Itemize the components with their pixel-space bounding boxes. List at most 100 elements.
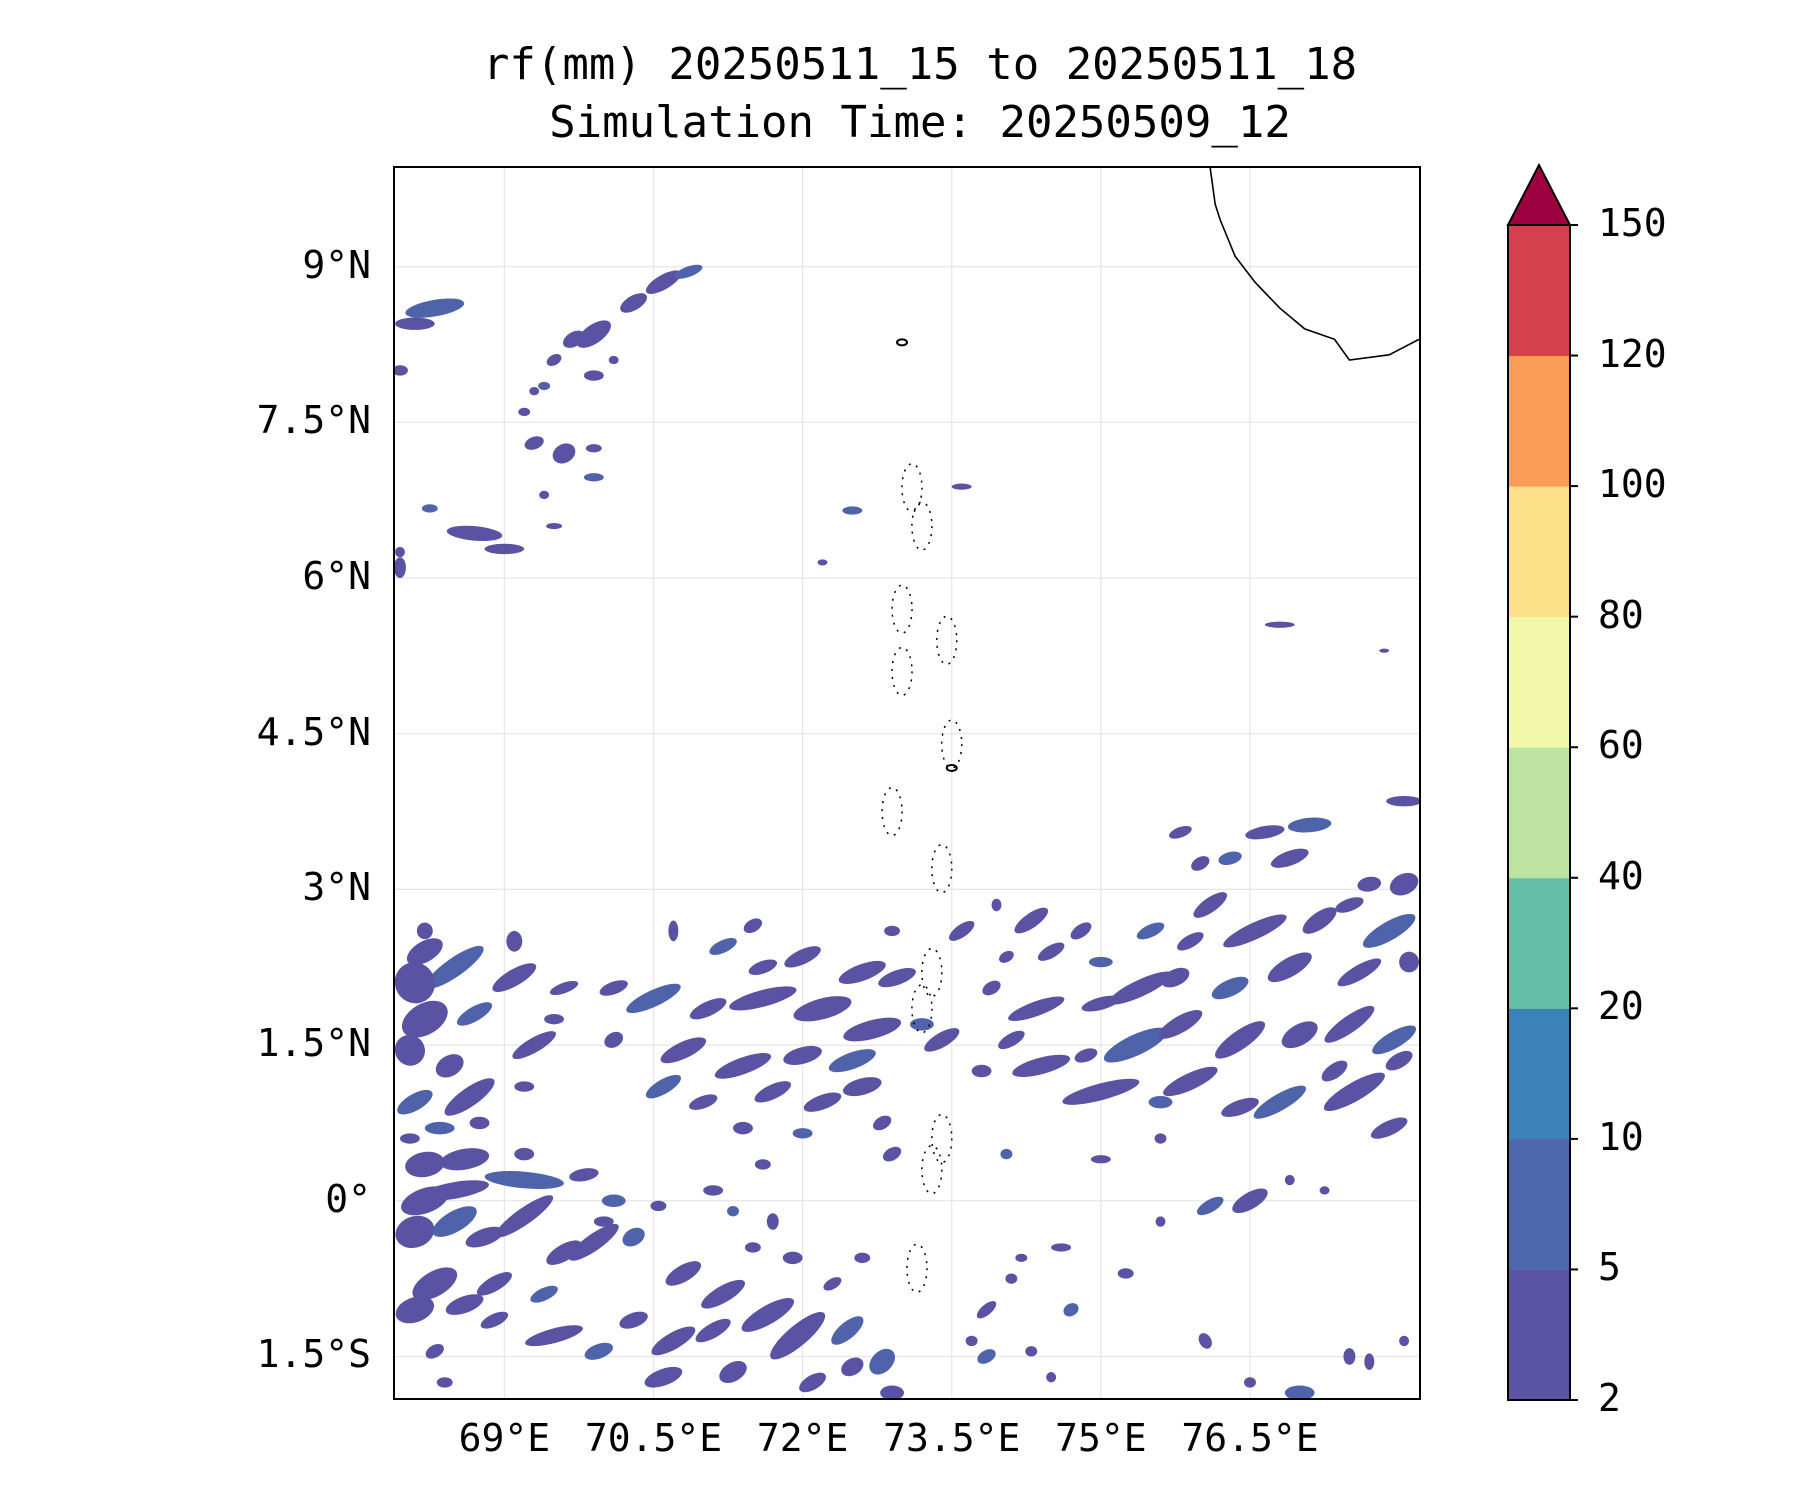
title-line-2: Simulation Time: 20250509_12 [549, 97, 1291, 148]
colorbar-segment [1508, 225, 1570, 357]
rainfall-patch [469, 1116, 490, 1130]
rainfall-patch [650, 1200, 667, 1212]
rainfall-patch [645, 1074, 682, 1099]
rainfall-patch [480, 1311, 509, 1329]
rainfall-patch [599, 980, 628, 996]
rainfall-patch [999, 950, 1014, 963]
rainfall-patch [395, 1215, 435, 1249]
map-title: rf(mm) 20250511_15 to 20250511_18 Simula… [0, 36, 1800, 152]
title-line-1: rf(mm) 20250511_15 to 20250511_18 [482, 39, 1358, 90]
rainfall-patch [1215, 1021, 1266, 1059]
rainfall-patch [982, 980, 1001, 996]
rainfall-patch [965, 1335, 978, 1347]
rainfall-patch [1324, 1005, 1375, 1043]
rainfall-patch [514, 1147, 535, 1161]
rainfall-patch [397, 1089, 433, 1115]
rainfall-patch [412, 1267, 458, 1301]
rainfall-patch [880, 1385, 905, 1398]
rainfall-patch [719, 1361, 747, 1384]
colorbar-tick-label: 10 [1598, 1114, 1644, 1159]
colorbar-segment [1508, 355, 1570, 487]
rainfall-patch [512, 1031, 557, 1060]
rainfall-patch [1372, 1025, 1417, 1055]
rainfall-patch [1284, 1174, 1295, 1186]
rainfall-patch [395, 546, 405, 558]
colorbar-tick-label: 150 [1598, 201, 1667, 245]
island-outline [896, 338, 909, 347]
rainfall-patch [562, 330, 585, 348]
atoll-outline [906, 1243, 928, 1294]
colorbar-tick-label: 20 [1598, 984, 1644, 1029]
rainfall-patch [601, 1194, 626, 1208]
rainfall-patch [1284, 1385, 1315, 1398]
rainfall-patch [1012, 1054, 1071, 1077]
rainfall-patch [854, 1252, 871, 1264]
rainfall-patch [701, 1279, 745, 1309]
rainfall-patch [1319, 1186, 1330, 1195]
rainfall-patch [465, 1226, 504, 1248]
rainfall-patch [626, 983, 681, 1014]
rainfall-patch [1343, 1348, 1356, 1365]
colorbar-extend-arrow [1506, 162, 1572, 226]
rainfall-patch [1193, 892, 1228, 918]
rainfall-patch [1218, 851, 1242, 866]
rainfall-patch [1264, 621, 1295, 628]
rainfall-patch [838, 960, 886, 984]
rainfall-patch [783, 1045, 822, 1065]
rainfall-patch [1177, 932, 1204, 951]
rainfall-patch [872, 1115, 892, 1131]
colorbar-tick-label: 2 [1598, 1376, 1621, 1420]
rainfall-patch [529, 387, 540, 396]
atoll-outline [921, 1144, 943, 1195]
rainfall-patch [971, 1064, 992, 1078]
atoll-outline [931, 843, 953, 894]
rainfall-patch [1063, 1303, 1079, 1317]
rainfall-patch [727, 1205, 739, 1217]
rainfall-patch [546, 354, 562, 367]
rainfall-patch [1287, 817, 1332, 833]
lon-tick-label: 73.5°E [883, 1416, 1021, 1460]
rainfall-patch [1323, 1072, 1385, 1111]
lat-tick-label: 7.5°N [256, 398, 371, 443]
rainfall-patch [1245, 825, 1285, 840]
rainfall-patch [1117, 1268, 1134, 1279]
rainfall-patch [436, 1377, 453, 1388]
atoll-outline [891, 584, 913, 634]
rainfall-patch [660, 1037, 707, 1064]
rainfall-patch [546, 522, 563, 530]
lon-tick-label: 72°E [756, 1416, 849, 1460]
rainfall-patch [584, 1342, 614, 1360]
island-outline [945, 763, 958, 772]
rainfall-patch [869, 1348, 895, 1375]
atoll-outline [901, 462, 923, 513]
rainfall-patch [524, 436, 544, 450]
colorbar-segment [1508, 1269, 1570, 1401]
rainfall-patch [803, 1092, 842, 1112]
rainfall-patch [1136, 922, 1165, 940]
rainfall-patch [538, 381, 551, 391]
rainfall-patch [1015, 1253, 1028, 1263]
rainfall-patch [539, 490, 550, 500]
rainfall-patch [405, 298, 465, 318]
rainfall-patch [733, 1121, 753, 1135]
rainfall-patch [506, 930, 523, 952]
rainfall-patch [741, 1297, 795, 1332]
rainfall-patch [484, 543, 525, 555]
colorbar-segment [1508, 747, 1570, 879]
rainfall-patch [1081, 995, 1121, 1012]
rainfall-patch [1191, 856, 1210, 871]
rainfall-patch [549, 980, 579, 996]
rainfall-patch [754, 1081, 792, 1103]
rainfall-patch [456, 1002, 493, 1026]
rainfall-patch [695, 1318, 731, 1343]
rainfall-patch [425, 945, 484, 989]
rainfall-patch [585, 444, 602, 453]
rainfall-patch [569, 1168, 599, 1182]
rainfall-patch [1389, 872, 1419, 896]
colorbar-outline [1507, 224, 1571, 1401]
rainfall-patch [1025, 1346, 1038, 1357]
rainfall-patch [799, 1372, 826, 1393]
rainfall-patch [546, 1240, 582, 1265]
lon-tick-label: 70.5°E [584, 1416, 723, 1460]
rainfall-patch [1014, 907, 1049, 934]
